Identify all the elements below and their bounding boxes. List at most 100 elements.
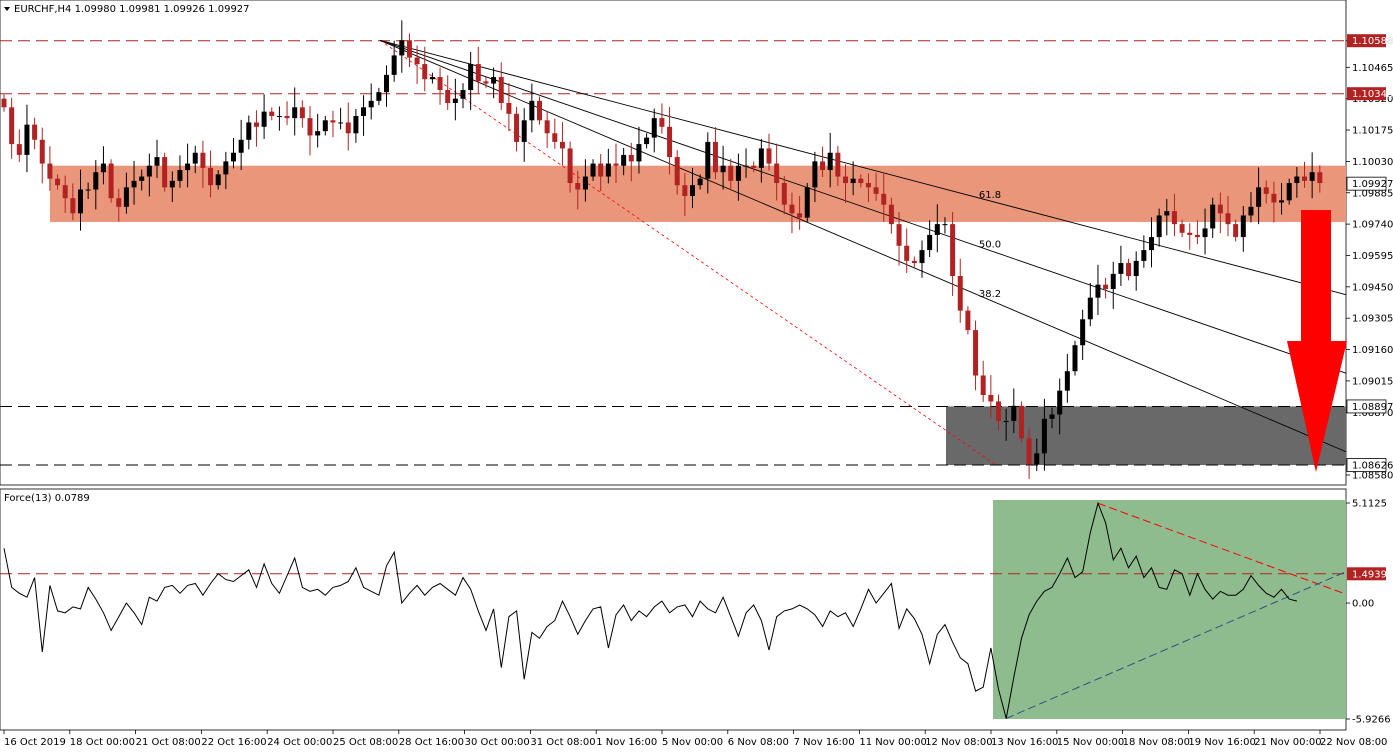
candle-body [843, 176, 848, 184]
candle-body [575, 183, 581, 190]
candle-body [1256, 187, 1262, 207]
candle-body [1095, 284, 1101, 298]
candle-body [1156, 215, 1162, 238]
candles [1, 20, 1323, 479]
time-tick-label: 13 Nov 16:00 [991, 737, 1058, 748]
candle-body [942, 224, 948, 226]
candle-body [185, 163, 191, 171]
level-label: 1.10343 [1352, 89, 1393, 100]
candle-body [391, 55, 397, 75]
candle-body [728, 165, 734, 181]
candle-body [1133, 260, 1139, 277]
candle-body [452, 98, 458, 103]
candle-body [812, 161, 818, 188]
level-label: 1.08897 [1352, 402, 1393, 413]
candle-body [330, 120, 336, 123]
indicator-info: Force(13) 0.0789 [4, 493, 90, 504]
candle-body [62, 185, 68, 199]
candle-body [896, 224, 902, 246]
candle-body [1018, 405, 1024, 439]
candle-body [131, 180, 137, 188]
candle-body [146, 165, 152, 177]
candle-body [529, 100, 535, 121]
candle-body [743, 165, 749, 167]
candle-body [988, 394, 994, 402]
time-tick-label: 5 Nov 00:00 [662, 737, 723, 748]
candle-body [667, 126, 673, 158]
candle-body [261, 111, 267, 127]
time-tick-label: 18 Oct 00:00 [70, 737, 135, 748]
force-level-label: 1.4939 [1352, 569, 1387, 580]
force-tick-label: 5.1125 [1352, 499, 1387, 510]
candle-body [1049, 414, 1055, 419]
candle-body [139, 176, 145, 181]
force-series [3, 501, 1298, 719]
candle-body [399, 40, 405, 56]
candle-body [123, 187, 129, 207]
price-tick-label: 1.10030 [1352, 157, 1393, 168]
time-tick-label: 31 Oct 08:00 [530, 737, 595, 748]
candle-body [100, 163, 106, 173]
force-rising-trendline [1005, 571, 1347, 719]
candle-body [1057, 390, 1063, 415]
fib-baseline [379, 39, 996, 465]
candle-body [468, 64, 474, 91]
level-label-box [1346, 399, 1387, 414]
candle-body [965, 310, 971, 331]
candle-body [1149, 237, 1154, 251]
candle-body [384, 74, 389, 93]
candle-body [514, 113, 520, 142]
time-tick-label: 21 Oct 08:00 [136, 737, 201, 748]
candle-body [24, 124, 30, 155]
levels [0, 40, 1346, 466]
candle-body [636, 144, 642, 162]
candle-body [827, 152, 833, 171]
level-label-box [1347, 34, 1386, 48]
candle-body [682, 185, 688, 196]
candle-body [246, 122, 252, 140]
candle-body [376, 92, 382, 101]
candle-body [537, 100, 542, 121]
candle-body [873, 187, 879, 194]
candle-body [1233, 224, 1239, 238]
candle-body [690, 185, 695, 196]
main-header: EURCHF,H4 1.09980 1.09981 1.09926 1.0992… [4, 4, 250, 15]
time-tick-label: 22 Nov 08:00 [1320, 737, 1387, 748]
candle-body [1064, 371, 1070, 391]
candle-body [1225, 213, 1231, 225]
force-line [3, 501, 1298, 719]
price-tick-label: 1.09595 [1352, 251, 1393, 262]
candle-body [368, 100, 374, 108]
candle-body [973, 330, 979, 376]
candle-body [789, 204, 795, 214]
force-axis: 5.1125 0.00 -5.9266 1.4939 [1346, 499, 1391, 726]
candle-body [506, 103, 512, 114]
candle-body [299, 107, 305, 119]
candle-body [1309, 172, 1315, 181]
candle-body [1187, 232, 1193, 235]
collapse-triangle-icon[interactable] [4, 7, 10, 11]
candle-body [1202, 228, 1208, 238]
candle-body [621, 154, 627, 166]
candle-body [644, 137, 650, 145]
candle-body [1263, 187, 1269, 194]
fib-fan-label: 38.2 [979, 289, 1001, 300]
time-tick-label: 25 Oct 08:00 [333, 737, 398, 748]
candle-body [1294, 176, 1300, 184]
candle-body [1317, 172, 1323, 184]
candle-body [55, 178, 61, 186]
candle-body [1302, 176, 1307, 181]
candle-body [32, 124, 38, 140]
candle-body [1286, 183, 1292, 201]
time-axis: 16 Oct 2019 18 Oct 00:00 21 Oct 08:00 22 Oc… [3, 730, 1387, 748]
candle-body [223, 161, 229, 175]
candle-body [1003, 420, 1009, 422]
candle-body [628, 154, 634, 162]
candle-body [957, 276, 963, 311]
candle-body [774, 163, 780, 184]
candle-body [429, 77, 435, 80]
candle-body [552, 133, 558, 142]
candle-body [758, 148, 764, 168]
candle-body [1087, 297, 1093, 320]
fib-fan-line [379, 39, 1347, 374]
